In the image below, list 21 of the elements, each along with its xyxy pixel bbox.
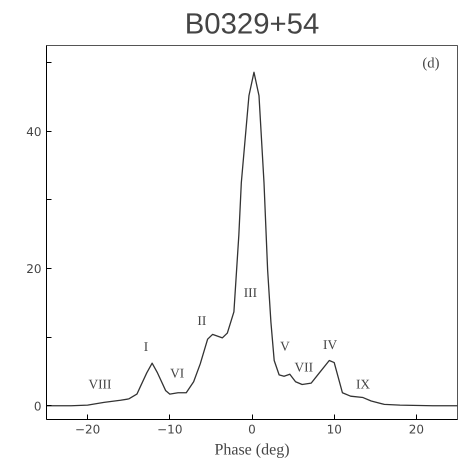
annotation: I — [144, 339, 148, 354]
x-tick-label: −10 — [157, 422, 182, 436]
annotation: V — [280, 338, 290, 354]
y-tick-label: 0 — [34, 399, 42, 414]
x-tick-label: 20 — [408, 422, 424, 436]
y-tick-label: 20 — [26, 262, 42, 276]
annotation: III — [244, 284, 258, 300]
annotation: IX — [356, 376, 370, 392]
annotation: (d) — [422, 56, 440, 72]
annotation: VI — [170, 365, 184, 380]
x-tick-label: 10 — [326, 422, 342, 436]
chart-title: B0329+54 — [184, 8, 320, 40]
annotation: II — [197, 312, 206, 328]
x-axis-title: Phase (deg) — [214, 442, 290, 458]
annotation: IV — [323, 337, 338, 352]
x-tick-label: −20 — [74, 422, 100, 436]
line-series — [46, 72, 458, 406]
y-tick-label: 40 — [26, 124, 42, 139]
x-tick-label: 0 — [248, 422, 256, 436]
annotation: VII — [294, 360, 314, 375]
annotation: VIII — [88, 376, 112, 392]
